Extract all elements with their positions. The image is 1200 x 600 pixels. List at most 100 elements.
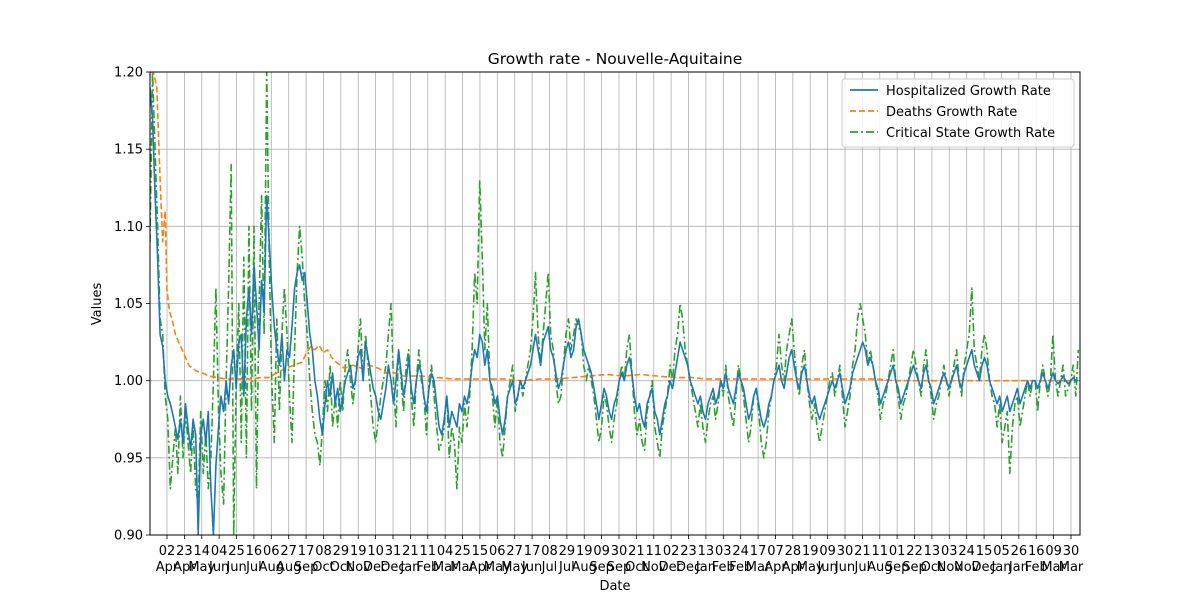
x-tick-month: Sep <box>607 560 632 575</box>
x-tick-month: Aug <box>276 560 301 575</box>
x-tick-month: Feb <box>729 560 752 575</box>
x-tick-day: 05 <box>993 544 1010 559</box>
x-tick-month: Mar <box>450 560 475 575</box>
chart-title: Growth rate - Nouvelle-Aquitaine <box>488 50 743 68</box>
x-tick-month: Jun <box>225 560 246 575</box>
x-tick-day: 09 <box>819 544 836 559</box>
x-tick-month: Nov <box>641 560 667 575</box>
x-tick-day: 17 <box>298 544 315 559</box>
x-tick-day: 07 <box>767 544 784 559</box>
x-tick-month: Sep <box>589 560 614 575</box>
x-tick-month: May <box>188 560 215 575</box>
x-tick-month: Mar <box>1041 560 1066 575</box>
legend-label-hospitalized: Hospitalized Growth Rate <box>886 84 1051 99</box>
x-tick-month: Aug <box>259 560 284 575</box>
x-tick-month: Apr <box>782 560 805 575</box>
x-tick-day: 06 <box>263 544 280 559</box>
x-tick-day: 11 <box>419 544 436 559</box>
x-tick-day: 04 <box>437 544 454 559</box>
x-tick-day: 19 <box>576 544 593 559</box>
x-tick-month: Jun <box>521 560 542 575</box>
x-tick-day: 17 <box>524 544 541 559</box>
x-axis: 02Apr23Apr14May04Jun25Jun16Jul06Aug27Aug… <box>156 535 1084 575</box>
x-tick-month: Dec <box>676 560 701 575</box>
x-tick-day: 29 <box>333 544 350 559</box>
x-tick-day: 09 <box>593 544 610 559</box>
x-tick-day: 06 <box>489 544 506 559</box>
x-tick-month: Mar <box>433 560 458 575</box>
x-tick-day: 02 <box>663 544 680 559</box>
x-tick-month: Sep <box>902 560 927 575</box>
x-tick-day: 16 <box>246 544 263 559</box>
x-tick-month: Jan <box>990 560 1011 575</box>
series-line-2 <box>150 72 1080 535</box>
x-tick-month: May <box>484 560 511 575</box>
x-tick-month: Feb <box>1025 560 1048 575</box>
x-tick-day: 21 <box>854 544 871 559</box>
x-tick-month: Aug <box>572 560 597 575</box>
x-tick-month: Jul <box>854 560 871 575</box>
legend-label-critical: Critical State Growth Rate <box>886 126 1055 141</box>
x-tick-day: 21 <box>402 544 419 559</box>
x-tick-month: Jan <box>1008 560 1029 575</box>
x-tick-day: 10 <box>367 544 384 559</box>
series-layer <box>150 72 1080 535</box>
x-tick-day: 14 <box>193 544 210 559</box>
x-tick-month: Dec <box>659 560 684 575</box>
x-tick-month: Nov <box>937 560 963 575</box>
x-tick-month: Jul <box>245 560 262 575</box>
x-tick-month: Feb <box>712 560 735 575</box>
y-tick-label: 0.90 <box>114 529 143 544</box>
x-tick-day: 13 <box>698 544 715 559</box>
x-tick-day: 26 <box>1011 544 1028 559</box>
x-tick-month: Nov <box>954 560 980 575</box>
x-tick-day: 28 <box>785 544 802 559</box>
x-tick-day: 22 <box>906 544 923 559</box>
x-tick-day: 03 <box>715 544 732 559</box>
x-tick-day: 23 <box>176 544 193 559</box>
x-tick-month: Apr <box>173 560 196 575</box>
x-tick-day: 31 <box>385 544 402 559</box>
x-tick-day: 16 <box>1028 544 1045 559</box>
y-tick-label: 0.95 <box>114 451 143 466</box>
legend-box <box>841 78 1075 148</box>
x-tick-month: Mar <box>1059 560 1084 575</box>
y-tick-label: 1.20 <box>114 66 143 81</box>
y-axis: 0.90 0.95 1.00 1.05 1.10 1.15 1.20 <box>114 66 150 544</box>
x-tick-day: 29 <box>559 544 576 559</box>
x-tick-month: Sep <box>885 560 910 575</box>
x-tick-day: 13 <box>924 544 941 559</box>
y-axis-label: Values <box>90 283 105 326</box>
x-tick-day: 27 <box>280 544 297 559</box>
x-tick-month: Oct <box>625 560 647 575</box>
x-tick-day: 27 <box>506 544 523 559</box>
x-tick-day: 11 <box>645 544 662 559</box>
x-tick-month: Apr <box>469 560 492 575</box>
x-tick-day: 23 <box>680 544 697 559</box>
x-tick-month: Jun <box>208 560 229 575</box>
x-tick-day: 03 <box>941 544 958 559</box>
y-tick-label: 1.15 <box>114 143 143 158</box>
x-tick-day: 25 <box>228 544 245 559</box>
x-tick-month: Feb <box>416 560 439 575</box>
x-tick-day: 02 <box>159 544 176 559</box>
x-tick-month: Oct <box>312 560 334 575</box>
x-tick-month: Jan <box>399 560 420 575</box>
x-axis-label: Date <box>599 579 630 594</box>
x-tick-month: May <box>501 560 528 575</box>
x-tick-day: 15 <box>976 544 993 559</box>
grid-layer <box>150 71 1080 536</box>
x-tick-month: May <box>797 560 824 575</box>
x-tick-month: Dec <box>971 560 996 575</box>
x-tick-day: 24 <box>958 544 975 559</box>
x-tick-day: 24 <box>732 544 749 559</box>
x-tick-month: Oct <box>330 560 352 575</box>
x-tick-month: Aug <box>867 560 892 575</box>
x-tick-month: Nov <box>346 560 372 575</box>
x-tick-month: Dec <box>380 560 405 575</box>
x-tick-day: 19 <box>350 544 367 559</box>
series-line-0 <box>150 87 1079 535</box>
x-tick-month: Apr <box>156 560 179 575</box>
x-tick-month: Jul <box>541 560 558 575</box>
